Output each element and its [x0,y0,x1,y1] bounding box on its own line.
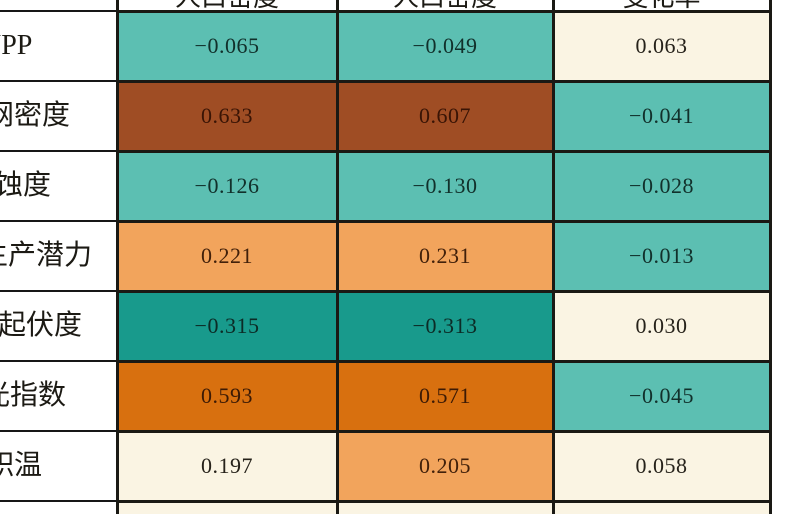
heatmap-cell: 0.571 [335,359,555,433]
heatmap-cell: 0.058 [551,429,772,503]
heatmap-cell: 0.197 [115,429,339,503]
table-row: 光指数 0.593 0.571 −0.045 [0,359,772,433]
table-row-partial [0,499,772,514]
heatmap-cell: 0.205 [335,429,555,503]
row-label-npp: NPP [0,10,118,82]
heatmap-cell: 0.633 [115,79,339,153]
heatmap-cell: 0.607 [335,79,555,153]
header-row: 人口密度 人口密度 变化率 [0,0,772,13]
row-label-production-potential: 生产潜力 [0,220,118,292]
heatmap-cell [335,499,555,514]
row-label-network-density: 网密度 [0,80,118,152]
row-label-light-index: 光指数 [0,360,118,432]
row-label-erosion: 蚀度 [0,150,118,222]
column-header-3: 变化率 [551,0,772,13]
header-corner-cell [0,0,118,12]
heatmap-cell: −0.013 [551,219,772,293]
column-header-2: 人口密度 [335,0,555,13]
heatmap-cell: −0.126 [115,149,339,223]
heatmap-cell: −0.313 [335,289,555,363]
column-header-label: 变化率 [556,0,767,8]
heatmap-cell: 0.593 [115,359,339,433]
row-label-accumulated-temperature: 积温 [0,430,118,502]
table-row: NPP −0.065 −0.049 0.063 [0,9,772,83]
heatmap-cell: −0.315 [115,289,339,363]
heatmap-cell [551,499,772,514]
column-header-1: 人口密度 [115,0,339,13]
row-label-clipped [0,500,118,514]
table-row: 蚀度 −0.126 −0.130 −0.028 [0,149,772,223]
heatmap-cell: 0.030 [551,289,772,363]
heatmap-cell: −0.028 [551,149,772,223]
heatmap-cell [115,499,339,514]
heatmap-cell: −0.045 [551,359,772,433]
heatmap-cell: −0.065 [115,9,339,83]
heatmap-cell: −0.041 [551,79,772,153]
table-row: 起伏度 −0.315 −0.313 0.030 [0,289,772,363]
row-label-relief: 起伏度 [0,290,118,362]
heatmap-cell: 0.221 [115,219,339,293]
column-header-label: 人口密度 [120,0,334,8]
heatmap-cell: 0.231 [335,219,555,293]
table-row: 网密度 0.633 0.607 −0.041 [0,79,772,153]
correlation-heatmap-table: 人口密度 人口密度 变化率 NPP −0.065 −0.049 0.063 网密… [0,0,772,514]
heatmap-cell: 0.063 [551,9,772,83]
table-row: 生产潜力 0.221 0.231 −0.013 [0,219,772,293]
heatmap-cell: −0.049 [335,9,555,83]
column-header-label: 人口密度 [340,0,550,8]
table-row: 积温 0.197 0.205 0.058 [0,429,772,503]
heatmap-cell: −0.130 [335,149,555,223]
